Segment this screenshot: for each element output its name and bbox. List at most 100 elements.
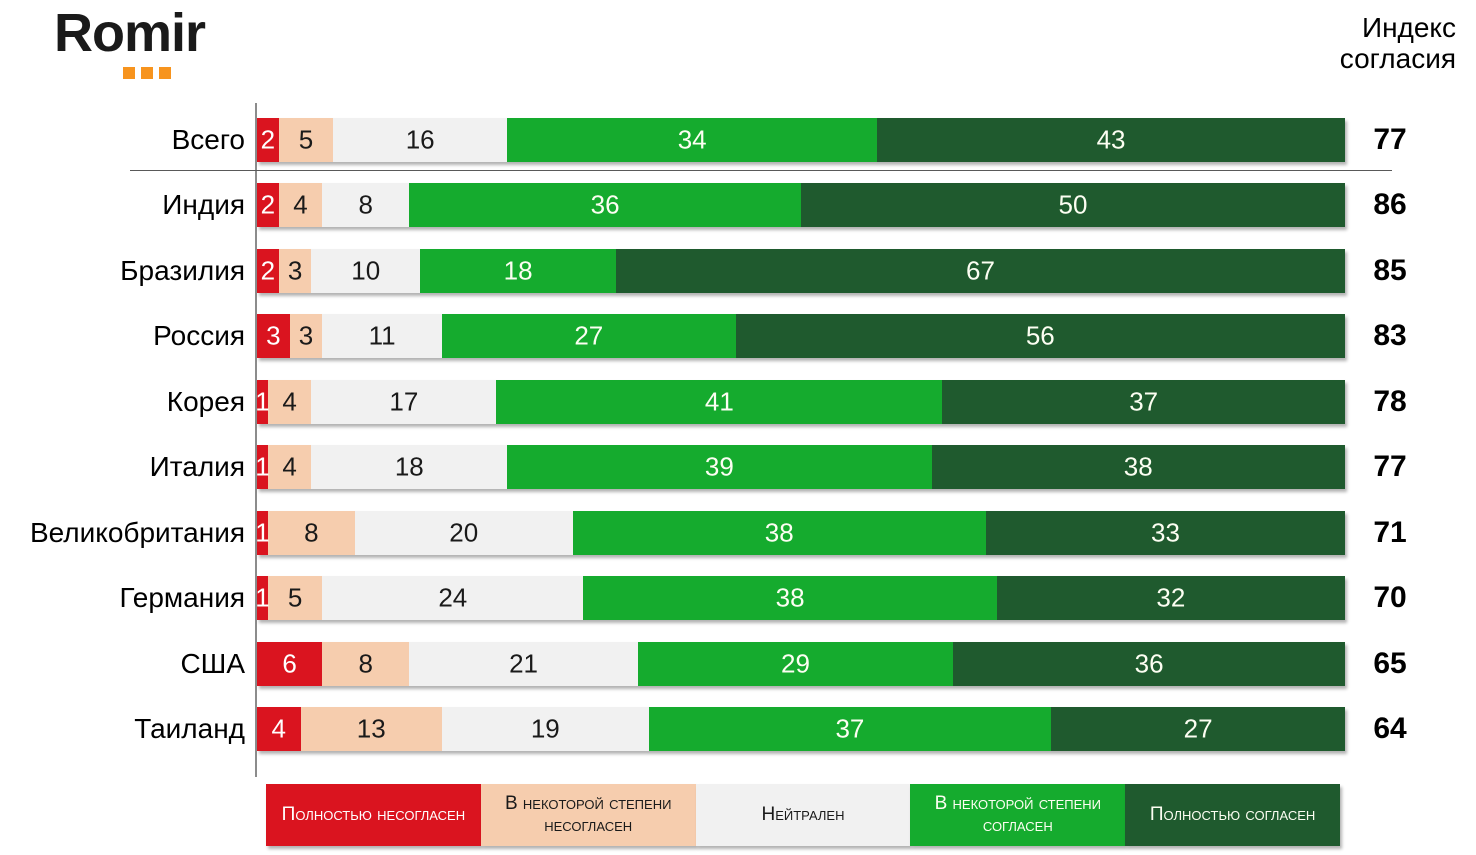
category-label: Таиланд — [134, 713, 245, 744]
axis-baseline — [255, 103, 257, 777]
segment-somewhat-agree: 37 — [648, 707, 1052, 751]
category-label: Бразилия — [120, 255, 245, 286]
segment-value-label: 3 — [266, 320, 281, 351]
segment-value-label: 18 — [503, 255, 533, 286]
stacked-bar: 2 3 10 18 67 — [257, 249, 1345, 293]
segment-value-label: 37 — [1129, 386, 1159, 417]
stacked-bar: 4 13 19 37 27 — [257, 707, 1345, 751]
segment-value-label: 2 — [260, 255, 276, 286]
segment-somewhat-agree: 41 — [496, 380, 943, 424]
romir-logo-dots-icon — [123, 67, 171, 79]
segment-value-label: 41 — [704, 386, 734, 417]
segment-value-label: 67 — [966, 255, 995, 286]
bar-row: Всего 2 5 16 34 43 77 — [0, 118, 1476, 162]
segment-value-label: 4 — [271, 713, 286, 744]
segment-value-label: 24 — [438, 582, 468, 613]
segment-value-label: 39 — [704, 451, 734, 482]
stacked-bar: 6 8 21 29 36 — [257, 642, 1345, 686]
segment-fully-disagree: 2 — [257, 118, 279, 162]
segment-value-label: 3 — [298, 320, 314, 351]
bar-row: Великобритания 1 8 20 38 33 71 — [0, 511, 1476, 555]
segment-value-label: 10 — [351, 255, 381, 286]
segment-value-label: 2 — [260, 124, 276, 155]
segment-value-label: 11 — [368, 320, 396, 351]
segment-value-label: 27 — [1183, 713, 1213, 744]
segment-neutral: 8 — [322, 183, 410, 227]
segment-somewhat-disagree: 3 — [289, 314, 323, 358]
segment-somewhat-agree: 18 — [420, 249, 616, 293]
legend-item-fully-agree: Полностью согласен — [1125, 784, 1340, 846]
category-label: Германия — [119, 582, 245, 613]
segment-somewhat-disagree: 4 — [278, 183, 323, 227]
index-column-header: Индекс согласия — [1339, 12, 1456, 75]
segment-somewhat-agree: 27 — [441, 314, 736, 358]
segment-somewhat-disagree: 4 — [267, 445, 312, 489]
segment-somewhat-disagree: 3 — [278, 249, 312, 293]
category-label: Италия — [149, 451, 245, 482]
segment-neutral: 19 — [441, 707, 649, 751]
segment-fully-agree: 33 — [985, 511, 1345, 555]
agreement-index-value: 71 — [1373, 516, 1407, 549]
segment-value-label: 38 — [775, 582, 805, 613]
segment-value-label: 17 — [389, 386, 419, 417]
segment-value-label: 18 — [394, 451, 424, 482]
segment-value-label: 4 — [282, 386, 297, 417]
segment-somewhat-agree: 38 — [572, 511, 986, 555]
segment-neutral: 11 — [322, 314, 442, 358]
agreement-index-value: 77 — [1373, 123, 1407, 156]
bar-row: Корея 1 4 17 41 37 78 — [0, 380, 1476, 424]
bar-row: США 6 8 21 29 36 65 — [0, 642, 1476, 686]
bar-row: Таиланд 4 13 19 37 27 64 — [0, 707, 1476, 751]
segment-value-label: 1 — [255, 582, 270, 613]
segment-neutral: 18 — [311, 445, 508, 489]
segment-value-label: 13 — [356, 713, 386, 744]
segment-fully-agree: 32 — [996, 576, 1345, 620]
segment-fully-agree: 43 — [877, 118, 1345, 162]
segment-fully-disagree: 6 — [257, 642, 323, 686]
segment-value-label: 8 — [358, 648, 374, 679]
segment-fully-agree: 56 — [735, 314, 1345, 358]
segment-fully-disagree: 1 — [255, 445, 270, 489]
segment-fully-disagree: 2 — [257, 249, 279, 293]
bar-row: Германия 1 5 24 38 32 70 — [0, 576, 1476, 620]
agreement-index-value: 78 — [1373, 385, 1407, 418]
stacked-bar: 1 4 17 41 37 — [255, 380, 1345, 424]
segment-fully-disagree: 3 — [257, 314, 290, 358]
legend-item-somewhat-disagree: В некоторой степени несогласен — [480, 784, 696, 846]
segment-value-label: 37 — [835, 713, 865, 744]
segment-value-label: 20 — [449, 517, 479, 548]
segment-value-label: 34 — [677, 124, 707, 155]
agreement-index-value: 64 — [1373, 712, 1407, 745]
total-row-separator — [130, 170, 1392, 171]
segment-value-label: 5 — [298, 124, 314, 155]
legend: Полностью несогласен В некоторой степени … — [266, 784, 1340, 846]
segment-fully-agree: 36 — [953, 642, 1345, 686]
segment-neutral: 16 — [333, 118, 508, 162]
segment-value-label: 8 — [358, 189, 374, 220]
segment-value-label: 3 — [287, 255, 303, 286]
segment-somewhat-disagree: 5 — [278, 118, 334, 162]
segment-value-label: 27 — [574, 320, 604, 351]
legend-item-fully-disagree: Полностью несогласен — [266, 784, 481, 846]
legend-item-somewhat-agree: В некоторой степени согласен — [910, 784, 1126, 846]
segment-value-label: 1 — [255, 386, 270, 417]
segment-value-label: 36 — [590, 189, 620, 220]
stacked-bar-chart: Всего 2 5 16 34 43 77 Индия 2 4 8 36 50 86 Бразилия 2 3 1… — [0, 103, 1476, 777]
segment-value-label: 5 — [287, 582, 303, 613]
segment-value-label: 43 — [1096, 124, 1126, 155]
bar-row: Бразилия 2 3 10 18 67 85 — [0, 249, 1476, 293]
segment-value-label: 1 — [255, 517, 270, 548]
segment-value-label: 29 — [781, 648, 810, 679]
agreement-index-value: 85 — [1373, 254, 1407, 287]
segment-somewhat-agree: 29 — [637, 642, 954, 686]
segment-neutral: 20 — [354, 511, 573, 555]
bar-row: Италия 1 4 18 39 38 77 — [0, 445, 1476, 489]
segment-somewhat-agree: 38 — [583, 576, 997, 620]
segment-value-label: 4 — [282, 451, 297, 482]
segment-value-label: 6 — [282, 648, 297, 679]
segment-somewhat-disagree: 5 — [267, 576, 323, 620]
segment-somewhat-disagree: 8 — [322, 642, 410, 686]
stacked-bar: 1 5 24 38 32 — [255, 576, 1345, 620]
bar-row: Индия 2 4 8 36 50 86 — [0, 183, 1476, 227]
segment-value-label: 36 — [1134, 648, 1164, 679]
